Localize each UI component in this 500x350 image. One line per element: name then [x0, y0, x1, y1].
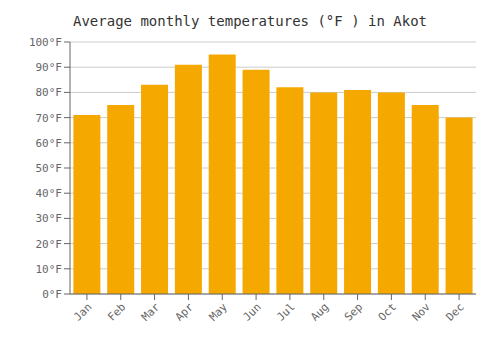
svg-text:30°F: 30°F [36, 212, 63, 225]
svg-text:20°F: 20°F [36, 238, 63, 251]
svg-text:Mar: Mar [139, 300, 163, 324]
svg-text:60°F: 60°F [36, 137, 63, 150]
html-text:Average monthly temperatures (: Average monthly temperatures (°F ) in Ak… [73, 13, 427, 29]
svg-text:80°F: 80°F [36, 86, 63, 99]
svg-text:Aug: Aug [308, 300, 331, 323]
svg-text:100°F: 100°F [29, 36, 62, 49]
svg-text:40°F: 40°F [36, 187, 63, 200]
svg-text:Dec: Dec [443, 300, 466, 323]
svg-text:70°F: 70°F [36, 112, 63, 125]
svg-text:0°F: 0°F [42, 288, 62, 301]
svg-text:Jan: Jan [71, 300, 94, 323]
svg-text:Jun: Jun [240, 300, 263, 323]
svg-text:50°F: 50°F [36, 162, 63, 175]
svg-text:Sep: Sep [342, 300, 365, 323]
svg-text:Feb: Feb [105, 300, 128, 323]
svg-text:Nov: Nov [410, 300, 434, 324]
svg-text:Oct: Oct [376, 300, 399, 323]
svg-text:May: May [207, 300, 231, 324]
svg-text:Jul: Jul [274, 300, 297, 323]
svg-text:90°F: 90°F [36, 61, 63, 74]
svg-text:10°F: 10°F [36, 263, 63, 276]
svg-text:Apr: Apr [173, 300, 197, 324]
